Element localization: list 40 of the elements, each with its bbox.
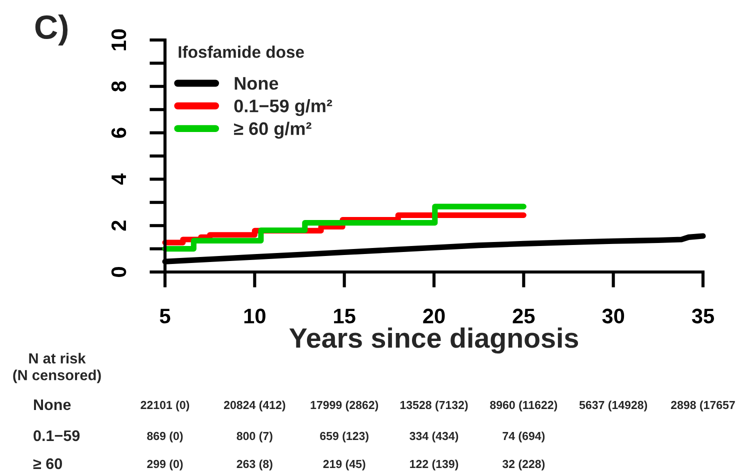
text: 800 (7): [236, 432, 272, 442]
text: 74 (694): [502, 432, 545, 442]
x-tick-label: 35: [692, 308, 714, 324]
legend-label: ≥ 60 g/m²: [234, 122, 312, 139]
legend-label: 0.1−59 g/m²: [234, 99, 332, 116]
x-tick-label: 20: [423, 308, 445, 324]
x-tick-label: 30: [602, 308, 624, 324]
y-tick-label: 0: [111, 267, 126, 277]
text: 0.1−59: [34, 430, 80, 442]
y-tick-label: 10: [111, 29, 126, 50]
text: 122 (139): [410, 460, 458, 470]
text: 5637 (14928): [579, 400, 648, 412]
text: N at risk (N censored): [13, 352, 101, 384]
text: 659 (123): [320, 432, 368, 442]
x-tick-label: 5: [160, 308, 170, 324]
y-tick-label: 8: [111, 81, 126, 92]
text: 13528 (7132): [400, 400, 468, 412]
text: 263 (8): [236, 460, 272, 470]
text: None: [34, 399, 71, 410]
text: 334 (434): [410, 432, 458, 442]
y-tick-label: 6: [111, 128, 126, 138]
text: 869 (0): [147, 432, 183, 442]
chart-title: C): [35, 14, 68, 46]
x-tick-label: 25: [512, 308, 535, 324]
x-axis-title: Years since diagnosis: [289, 328, 578, 354]
y-tick-label: 4: [112, 174, 126, 185]
legend-title: Ifosfamide dose: [178, 46, 304, 58]
legend-label: None: [234, 77, 278, 90]
text: 32 (228): [502, 460, 545, 470]
y-tick-label: 2: [111, 220, 126, 231]
text: 17999 (2862): [310, 400, 378, 412]
text: 2898 (17657: [671, 400, 735, 412]
text: ≥ 60: [33, 458, 62, 470]
text: 299 (0): [147, 460, 183, 470]
text: 20824 (412): [224, 400, 286, 412]
text: 22101 (0): [140, 400, 190, 412]
text: 8960 (11622): [490, 400, 558, 412]
text: 219 (45): [323, 460, 366, 470]
x-tick-label: 15: [334, 308, 356, 324]
x-tick-label: 10: [244, 308, 266, 324]
